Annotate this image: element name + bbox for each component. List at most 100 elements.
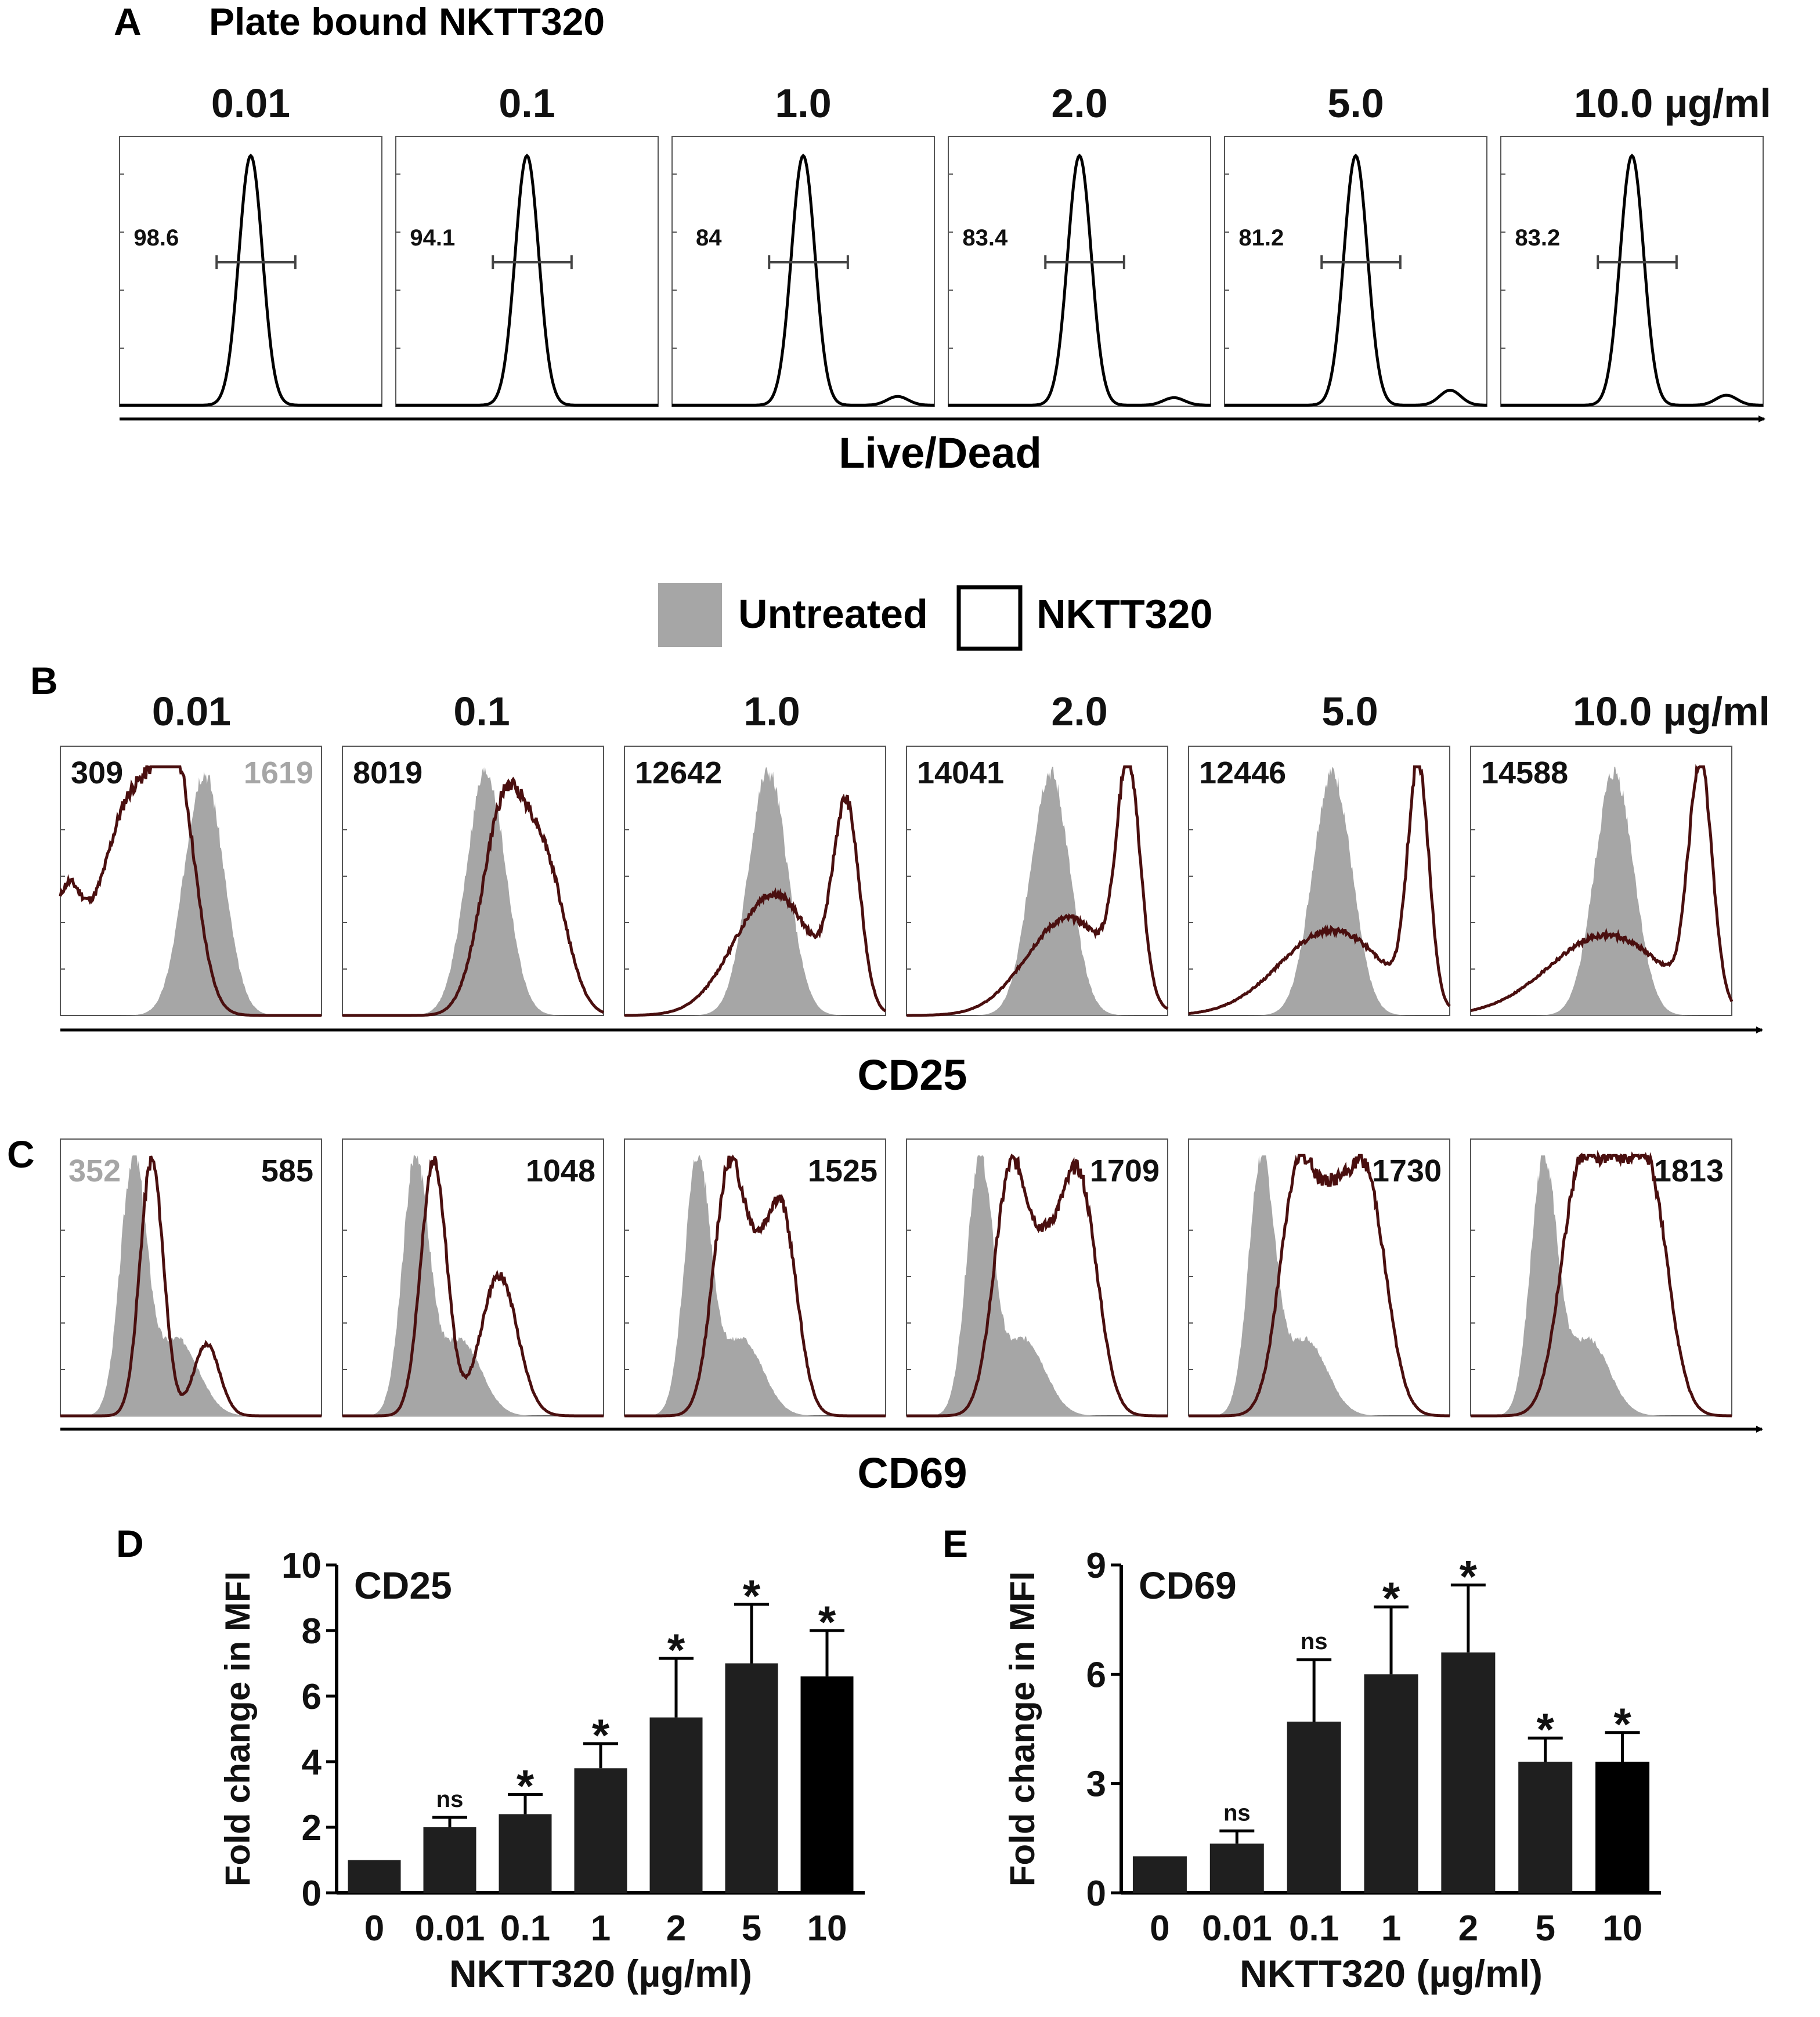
panel-a-histogram [396, 153, 658, 407]
panel-b-treated-histogram [342, 776, 605, 1017]
chart-e-x-tick-label: 2 [1458, 1908, 1478, 1949]
panel-a-histogram [948, 153, 1211, 407]
panel-b-untreated-histogram [342, 767, 604, 1015]
chart-d-bar [574, 1768, 627, 1893]
panel-c-mfi-treated: 1730 [1372, 1154, 1442, 1188]
legend-untreated-label: Untreated [738, 591, 928, 637]
panel-b-mfi-treated: 14041 [917, 756, 1004, 790]
panel-a-frame [671, 136, 935, 407]
panel-a-frame [119, 136, 382, 407]
panel-b-mfi-treated: 309 [71, 756, 123, 790]
panel-b-mfi-treated: 12642 [635, 756, 722, 790]
panel-b-treated-histogram [1470, 764, 1734, 1012]
panel-c-treated-histogram [624, 1154, 886, 1418]
panel-b-treated-histogram [59, 765, 322, 1017]
chart-e-xlabel: NKTT320 (µg/ml) [1240, 1952, 1543, 1995]
panel-c-treated-histogram [1471, 1150, 1732, 1418]
chart-d-bar [499, 1814, 552, 1893]
panel-b-untreated-histogram [60, 771, 322, 1015]
panel-a-percentage: 94.1 [410, 225, 455, 251]
panel-b-mfi-treated: 8019 [353, 756, 423, 790]
panel-c-mfi-untreated: 352 [68, 1154, 121, 1188]
chart-d-significance: ns [436, 1787, 464, 1812]
panel-c-mfi-treated: 1048 [526, 1154, 595, 1188]
chart-e-bar [1595, 1762, 1650, 1893]
panel-b-untreated-histogram [1471, 767, 1732, 1015]
panel-d-letter: D [116, 1522, 144, 1565]
panel-a-percentage: 98.6 [133, 225, 179, 251]
panel-a-percentage: 83.4 [962, 225, 1008, 251]
panel-b-mfi-untreated: 1619 [244, 756, 313, 790]
chart-e-x-tick-label: 5 [1535, 1908, 1555, 1949]
panel-b-mfi-treated: 14588 [1481, 756, 1568, 790]
panel-a-dose: 5.0 [1327, 81, 1384, 126]
panel-a-frame [395, 136, 659, 407]
chart-e-bar [1441, 1652, 1496, 1893]
panel-b-untreated-histogram [907, 767, 1168, 1015]
panel-b-dose: 0.01 [152, 689, 231, 734]
panel-a-percentage: 81.2 [1238, 225, 1284, 251]
chart-d-bar [348, 1860, 401, 1893]
chart-e-y-tick-label: 0 [1086, 1874, 1106, 1914]
chart-e-x-tick-label: 0.01 [1202, 1908, 1272, 1949]
legend: Untreated NKTT320 [658, 583, 1212, 651]
panel-c-untreated-histogram [1189, 1155, 1450, 1416]
panel-a-histogram [1501, 153, 1763, 407]
chart-d-y-tick-label: 8 [302, 1611, 322, 1651]
chart-e-x-tick-label: 0.1 [1289, 1908, 1339, 1949]
panel-a-dose: 0.01 [211, 81, 290, 126]
panel-b-dose: 1.0 [743, 689, 800, 734]
chart-e-significance: ns [1223, 1800, 1251, 1826]
panel-a-percentage: 84 [696, 225, 722, 251]
chart-d-significance: * [667, 1624, 685, 1675]
panel-c-treated-histogram [60, 1155, 322, 1418]
chart-d-x-tick-label: 5 [742, 1908, 761, 1949]
legend-untreated-swatch [658, 583, 722, 647]
chart-e-significance: * [1382, 1573, 1400, 1624]
panel-c-untreated-histogram [1471, 1155, 1732, 1416]
chart-d-bar [800, 1676, 854, 1893]
chart-d-x-tick-label: 0 [364, 1908, 384, 1949]
chart-e-significance: * [1460, 1551, 1478, 1602]
chart-d-y-tick-label: 6 [302, 1677, 322, 1717]
panel-a-histogram [1225, 153, 1487, 407]
panel-b-letter: B [30, 659, 58, 702]
chart-e: 0 3 6 9 0 ns 0.01 ns 0.1 * 1 * 2 * 5 * 10 CD69 NKTT320 (µg… [1003, 1546, 1661, 1995]
chart-d-y-tick-label: 4 [302, 1743, 322, 1783]
legend-nktt320-label: NKTT320 [1037, 591, 1212, 637]
chart-e-bar [1287, 1721, 1341, 1893]
chart-d-y-tick-label: 2 [302, 1808, 322, 1848]
panel-a-frame [1500, 136, 1764, 407]
panel-a-title: Plate bound NKTT320 [209, 0, 605, 43]
panel-b-untreated-histogram [1189, 767, 1450, 1015]
chart-d-x-tick-label: 1 [591, 1908, 611, 1949]
chart-e-bar [1132, 1856, 1187, 1893]
chart-e-bar [1209, 1844, 1264, 1893]
panel-a-letter: A [114, 0, 142, 43]
panel-c-untreated-histogram [60, 1155, 322, 1416]
panel-c-mfi-treated: 1813 [1654, 1154, 1724, 1188]
chart-d-significance: * [592, 1709, 610, 1761]
panel-c-letter: C [7, 1133, 35, 1176]
chart-d-x-tick-label: 0.1 [500, 1908, 550, 1949]
panel-b-xlabel: CD25 [857, 1051, 967, 1099]
chart-e-y-tick-label: 9 [1086, 1546, 1106, 1586]
chart-e-ylabel: Fold change in MFI [1003, 1571, 1042, 1886]
chart-e-x-tick-label: 1 [1381, 1908, 1401, 1949]
panel-c-untreated-histogram [342, 1155, 604, 1416]
panel-c-treated-histogram [907, 1154, 1168, 1418]
chart-e-y-tick-label: 3 [1086, 1765, 1106, 1805]
panel-e-letter: E [943, 1522, 968, 1565]
panel-a-frame [948, 136, 1211, 407]
chart-e-title: CD69 [1139, 1564, 1237, 1607]
panel-b: 309 1619 8019 12642 14041 12446 14588 0.01 0.1 1.… [59, 689, 1770, 1017]
panel-c-treated-histogram [1189, 1154, 1450, 1418]
chart-d-x-tick-label: 2 [666, 1908, 686, 1949]
panel-c-untreated-histogram [907, 1155, 1168, 1416]
panel-b-dose: 0.1 [453, 689, 510, 734]
panel-c-mfi-treated: 585 [261, 1154, 313, 1188]
chart-d: 0 2 4 6 8 10 0 ns 0.01 * 0.1 * 1 * 2 * 5 * 10 CD25 NKTT320 (… [218, 1546, 865, 1995]
panel-a-histogram [672, 153, 934, 407]
panel-a-dose: 10.0 µg/ml [1574, 81, 1771, 126]
panel-a: 98.6 0.01 94.1 0.1 84 1.0 83.4 2.0 81.2 5.0 83.2 10… [119, 81, 1771, 407]
